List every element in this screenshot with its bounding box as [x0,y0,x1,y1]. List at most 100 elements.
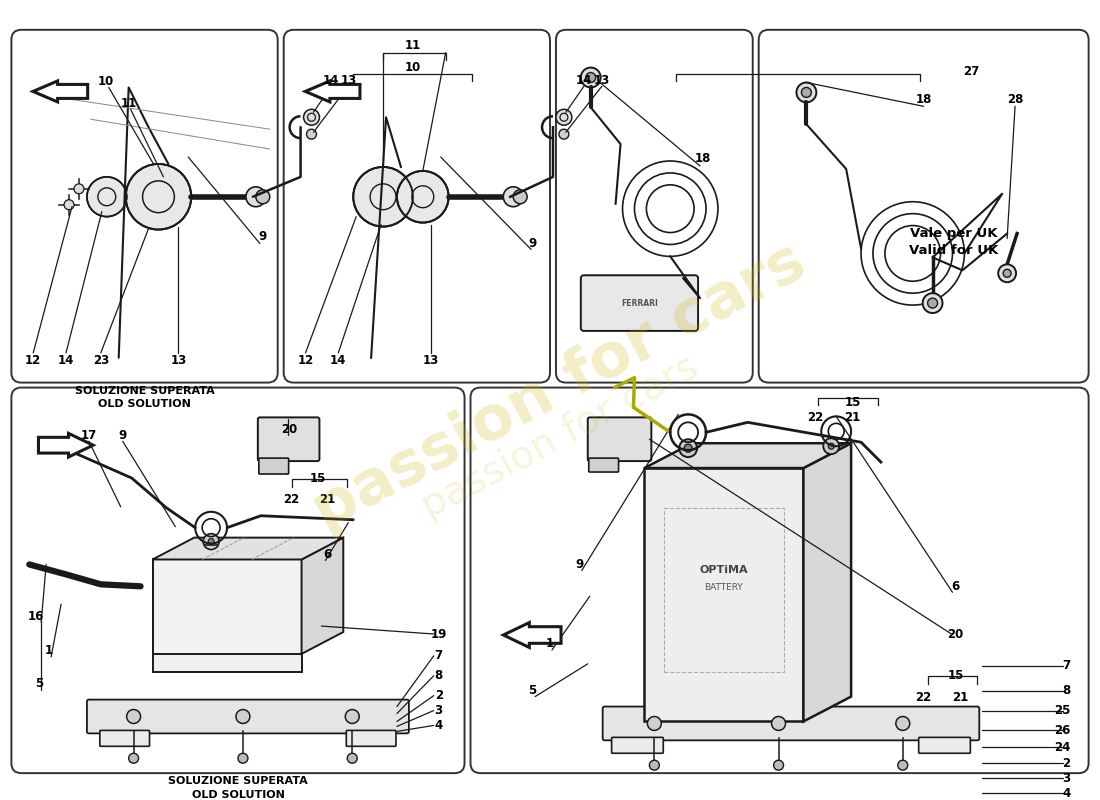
Circle shape [796,82,816,102]
Circle shape [126,710,141,723]
Text: 18: 18 [695,153,712,166]
Circle shape [129,754,139,763]
Text: 3: 3 [1063,772,1070,785]
Circle shape [773,760,783,770]
Text: passion for cars: passion for cars [415,348,705,526]
Circle shape [802,87,812,98]
Circle shape [556,110,572,126]
Circle shape [1003,270,1011,278]
Polygon shape [803,443,851,722]
Text: 28: 28 [1006,93,1023,106]
Circle shape [256,190,270,204]
Text: 8: 8 [1063,684,1070,697]
Text: 19: 19 [430,627,447,641]
Circle shape [581,67,601,87]
Text: 26: 26 [1055,724,1070,737]
Text: 25: 25 [1055,704,1070,717]
Text: 23: 23 [92,354,109,367]
Text: 7: 7 [1063,659,1070,672]
Text: 3: 3 [434,704,443,717]
Text: 13: 13 [594,74,609,87]
Text: 13: 13 [422,354,439,367]
FancyBboxPatch shape [471,387,1089,773]
Text: 2: 2 [1063,757,1070,770]
Text: 12: 12 [297,354,313,367]
FancyBboxPatch shape [603,706,979,740]
FancyBboxPatch shape [87,699,409,734]
Text: 6: 6 [952,580,959,593]
Polygon shape [153,538,343,559]
Text: 27: 27 [964,65,979,78]
Text: 16: 16 [28,610,44,622]
Text: 4: 4 [434,719,443,732]
Circle shape [923,293,943,313]
Circle shape [348,754,358,763]
Circle shape [927,298,937,308]
Text: 22: 22 [807,411,824,424]
Circle shape [684,444,692,452]
Circle shape [397,171,449,222]
Text: 4: 4 [1063,786,1070,799]
Circle shape [771,717,785,730]
Polygon shape [306,81,360,102]
Circle shape [204,534,219,550]
Text: 10: 10 [405,61,421,74]
Polygon shape [301,538,343,654]
Text: 12: 12 [25,354,42,367]
Text: 21: 21 [844,411,860,424]
Circle shape [679,439,697,457]
Circle shape [345,710,360,723]
Polygon shape [504,622,561,647]
FancyBboxPatch shape [258,458,288,474]
FancyBboxPatch shape [588,458,618,472]
Text: 17: 17 [80,429,97,442]
Text: OLD SOLUTION: OLD SOLUTION [191,790,285,800]
Circle shape [246,187,266,206]
Circle shape [125,164,191,230]
Circle shape [828,443,834,449]
Text: 9: 9 [575,558,584,571]
Text: 15: 15 [845,396,861,409]
Circle shape [307,129,317,139]
Bar [153,559,301,654]
Circle shape [998,264,1016,282]
Text: 13: 13 [341,74,358,87]
Circle shape [514,190,527,204]
FancyBboxPatch shape [257,418,319,461]
Text: 9: 9 [528,237,536,250]
Text: 9: 9 [119,429,126,442]
Bar [645,468,803,722]
Text: 10: 10 [98,75,114,88]
FancyBboxPatch shape [100,730,150,746]
Text: 14: 14 [330,354,346,367]
Text: 14: 14 [323,74,340,87]
Text: 18: 18 [915,93,932,106]
Circle shape [504,187,524,206]
FancyBboxPatch shape [11,387,464,773]
Text: 11: 11 [405,39,421,52]
Polygon shape [33,81,88,102]
Text: 24: 24 [1055,741,1070,754]
Text: 21: 21 [319,494,336,506]
Circle shape [823,438,839,454]
FancyBboxPatch shape [11,30,277,382]
Text: Vale per UK: Vale per UK [910,227,998,240]
Circle shape [895,717,910,730]
Text: 13: 13 [170,354,187,367]
Text: 1: 1 [45,645,53,658]
Text: 14: 14 [58,354,74,367]
Circle shape [586,73,596,82]
Text: 20: 20 [947,627,964,641]
Circle shape [353,167,412,226]
Text: FERRARI: FERRARI [621,298,658,307]
FancyBboxPatch shape [346,730,396,746]
Circle shape [74,184,84,194]
FancyBboxPatch shape [612,738,663,754]
Circle shape [87,177,126,217]
Circle shape [64,200,74,210]
Text: 11: 11 [121,97,136,110]
Text: BATTERY: BATTERY [704,583,744,592]
FancyBboxPatch shape [556,30,752,382]
Polygon shape [153,559,301,672]
Text: 15: 15 [947,670,964,682]
